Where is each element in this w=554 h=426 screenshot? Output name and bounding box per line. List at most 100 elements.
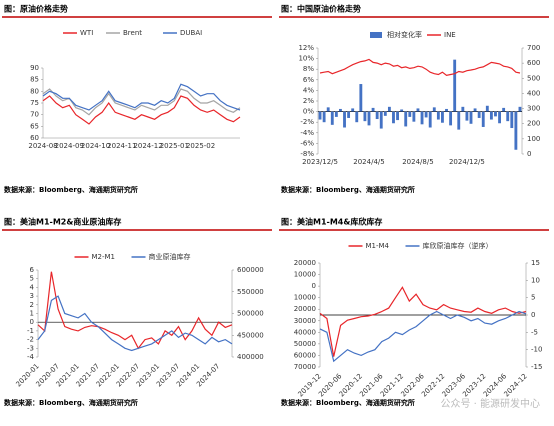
panel-title: 图：美油M1-M2&商业原油库存 (4, 217, 121, 227)
bar (322, 111, 326, 123)
bar (502, 107, 506, 112)
bar (436, 111, 440, 120)
x-tick-label: 2024-10 (81, 142, 110, 150)
bar (420, 111, 424, 125)
y-tick-label: 6% (303, 76, 314, 84)
y-tick-label: 450000 (237, 331, 264, 339)
x-tick-label: 2025-01 (160, 142, 189, 150)
y-tick-label: 600 (527, 59, 540, 67)
y-tick-label: 30000 (294, 317, 316, 325)
x-tick-label: 2024/8/5 (402, 158, 433, 166)
bar (363, 111, 367, 122)
bar (424, 111, 428, 118)
x-tick-label: 2024-11 (107, 142, 136, 150)
bar (449, 111, 453, 126)
legend-label: M1-M4 (366, 242, 390, 250)
y-tick-label: 15 (531, 259, 540, 267)
y-tick-label: -1 (27, 327, 34, 335)
bar (375, 111, 379, 120)
y-tick-label: 200 (527, 120, 540, 128)
bar (473, 108, 477, 112)
bar (355, 111, 359, 123)
y-tick-label: 10000 (294, 294, 316, 302)
bar (412, 111, 416, 122)
y-tick-label: 65 (30, 122, 39, 130)
bar (494, 111, 497, 117)
y-tick-label: 4 (30, 283, 35, 291)
bar (432, 107, 436, 112)
y-tick-label: 10 (531, 276, 540, 284)
y-tick-label: 300 (527, 105, 540, 113)
legend-label: WTI (80, 29, 93, 37)
y-tick-label: -10 (531, 346, 542, 354)
bar (445, 108, 448, 112)
legend-label: DUBAI (180, 29, 202, 37)
y-tick-label: 40000 (294, 328, 316, 336)
y-tick-label: -6% (300, 139, 314, 147)
bar (404, 111, 408, 127)
line-series (42, 95, 241, 125)
y-tick-label: -15 (531, 363, 542, 371)
y-tick-label: 50000 (294, 340, 316, 348)
line-series (319, 286, 527, 357)
panel-title: 图：中国原油价格走势 (281, 4, 361, 14)
y-tick-label: 400 (527, 89, 540, 97)
bar (453, 59, 457, 112)
legend-label: 商业原油库存 (149, 252, 191, 261)
line-series (319, 58, 521, 76)
y-tick-label: 2 (30, 301, 34, 309)
line-series (42, 83, 241, 111)
bar (485, 105, 489, 112)
y-tick-label: 600000 (237, 266, 264, 274)
y-tick-label: 10000 (294, 271, 316, 279)
x-tick-label: 2024/12/5 (449, 158, 485, 166)
y-tick-label: -2% (300, 118, 314, 126)
source: 数据来源：Bloomberg、海通期货研究所 (281, 185, 415, 194)
bar (379, 111, 383, 129)
panel-title: 图：美油M1-M4&库欣库存 (281, 217, 382, 227)
bar (498, 111, 501, 124)
bar (457, 111, 461, 130)
y-tick-label: 0% (303, 108, 314, 116)
bar (359, 84, 363, 112)
bar (339, 108, 342, 112)
y-tick-label: 0 (312, 282, 316, 290)
y-tick-label: 75 (30, 99, 39, 107)
bar (416, 108, 420, 112)
y-tick-label: 20000 (294, 259, 316, 267)
y-tick-label: 80 (30, 87, 39, 95)
y-tick-label: -5 (531, 328, 538, 336)
x-tick-label: 2024-09 (55, 142, 84, 150)
bar (392, 111, 395, 124)
legend-label: M2-M1 (92, 253, 116, 261)
bar (400, 109, 404, 112)
y-tick-label: 8% (303, 65, 314, 73)
x-tick-label: 2023/12/5 (302, 158, 338, 166)
y-tick-label: 500000 (237, 310, 264, 318)
source: 数据来源：Bloomberg、海通期货研究所 (281, 398, 415, 407)
bar (367, 111, 371, 126)
legend-label: 相对变化率 (387, 30, 422, 39)
y-tick-label: -4 (27, 353, 35, 361)
bar (465, 111, 469, 121)
bar (371, 107, 375, 112)
y-tick-label: -4% (300, 129, 314, 137)
y-tick-label: 700 (527, 44, 540, 52)
legend-label: 库欣原油库存（逆序） (423, 241, 493, 250)
y-tick-label: 70000 (294, 363, 316, 371)
y-tick-label: 400000 (237, 353, 264, 361)
source: 数据来源：Bloomberg、海通期货研究所 (4, 398, 138, 407)
y-tick-label: 20000 (294, 305, 316, 313)
bar (387, 106, 391, 112)
y-tick-label: 5 (30, 275, 34, 283)
bar (489, 111, 493, 120)
bar (383, 111, 387, 116)
y-tick-label: 550000 (237, 288, 264, 296)
bar (510, 111, 514, 129)
y-tick-label: 0 (531, 311, 535, 319)
y-tick-label: 70 (30, 111, 39, 119)
line-series (319, 310, 527, 363)
y-tick-label: 85 (30, 76, 39, 84)
y-tick-label: 100 (527, 135, 540, 143)
